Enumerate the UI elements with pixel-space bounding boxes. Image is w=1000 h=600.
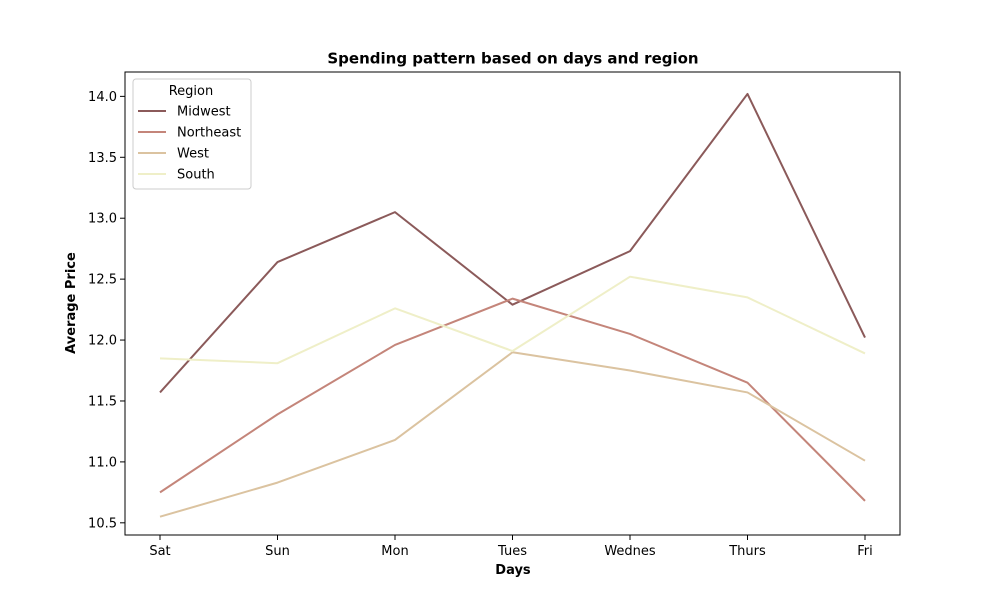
y-tick-label: 12.5	[88, 273, 117, 288]
y-tick-label: 14.0	[88, 90, 117, 105]
series-line-west	[159, 351, 866, 518]
chart-title: Spending pattern based on days and regio…	[327, 50, 698, 68]
y-tick-label: 13.0	[88, 212, 117, 227]
y-tick-label: 11.0	[88, 455, 117, 470]
y-tick-label: 10.5	[88, 516, 117, 531]
x-axis-label: Days	[495, 563, 531, 578]
legend-title: Region	[169, 84, 214, 99]
y-tick-label: 12.0	[88, 334, 117, 349]
x-tick-label: Thurs	[728, 544, 766, 559]
y-tick-label: 11.5	[88, 394, 117, 409]
x-tick-label: Tues	[497, 544, 527, 559]
series-line-south	[159, 275, 866, 365]
series-line-northeast	[159, 297, 866, 502]
legend-label: South	[177, 168, 215, 183]
x-tick-label: Sun	[265, 544, 290, 559]
y-tick-label: 13.5	[88, 151, 117, 166]
y-axis-label: Average Price	[64, 252, 79, 354]
legend-label: Northeast	[177, 126, 241, 141]
legend: Region Midwest Northeast West South	[132, 78, 252, 190]
legend-label: West	[177, 147, 209, 162]
x-tick-label: Wednes	[604, 544, 656, 559]
plot-area: Sat Sun Mon Tues Wednes Thurs Fri 10.5 11.0 11.5 1…	[88, 71, 901, 559]
x-tick-label: Mon	[381, 544, 408, 559]
legend-label: Midwest	[177, 105, 231, 120]
x-tick-label: Sat	[149, 544, 170, 559]
x-tick-label: Fri	[857, 544, 873, 559]
series-line-midwest	[159, 92, 866, 394]
legend-box	[132, 78, 252, 190]
